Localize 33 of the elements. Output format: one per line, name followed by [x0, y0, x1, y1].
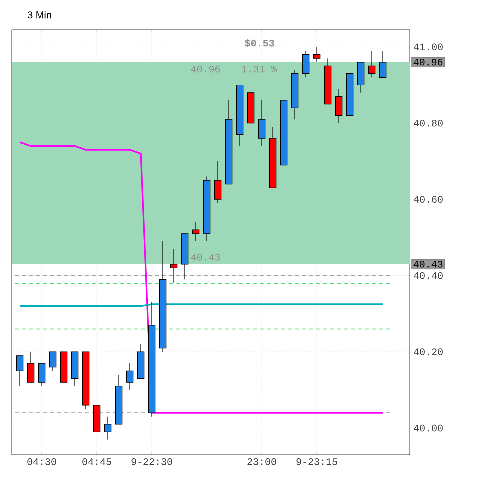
annotation: $0.53: [245, 39, 274, 48]
candlestick: [313, 46, 321, 63]
y-tick-label: 41.00: [414, 44, 443, 51]
text: 40.96: [414, 58, 443, 66]
candlestick: [126, 363, 134, 391]
annotation: 40.43: [191, 254, 220, 261]
candlestick: [104, 416, 112, 440]
candlestick: [214, 161, 222, 204]
chart-title: 3 Min: [28, 11, 52, 19]
candlestick: [368, 50, 376, 78]
y-tick-label: 40.80: [414, 120, 443, 127]
y-tick-label: 40.20: [414, 348, 443, 356]
x-tick-label: 9-22:30: [132, 458, 172, 466]
y-tick-label: 40.00: [414, 424, 443, 432]
x-tick-label: 23:00: [248, 458, 276, 466]
candlestick: [16, 356, 24, 387]
y-tick-label: 40.40: [414, 272, 443, 280]
x-tick-label: 04:45: [82, 458, 112, 466]
x-tick-label: 04:30: [28, 458, 56, 466]
candlestick: [38, 363, 46, 387]
x-tick-label: 9-23:15: [296, 458, 338, 466]
annotation: 1.31 %: [242, 66, 278, 73]
candlestick: [258, 100, 266, 147]
candlestick: [379, 50, 387, 78]
annotation: 40.96: [191, 66, 220, 73]
candlestick: [170, 248, 178, 284]
candlestick: [335, 88, 343, 124]
candlestick: [302, 50, 310, 78]
candlestick: [357, 62, 365, 94]
y-tick-label: 40.60: [414, 196, 443, 204]
candlestick: [49, 352, 57, 372]
candlestick: [27, 352, 35, 383]
text: 40.43: [414, 261, 443, 268]
